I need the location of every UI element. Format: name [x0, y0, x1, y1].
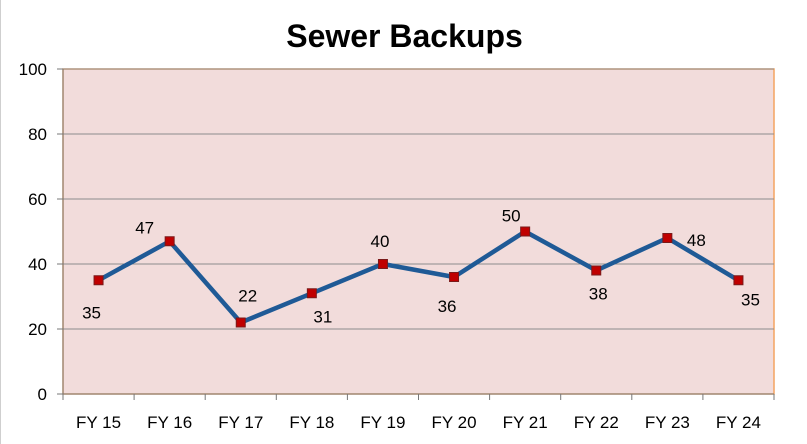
- data-label: 35: [82, 303, 101, 322]
- data-label: 40: [370, 232, 389, 251]
- data-point: [591, 265, 602, 276]
- data-point: [93, 275, 104, 286]
- data-label: 35: [741, 290, 760, 309]
- x-tick-label: FY 17: [218, 413, 263, 432]
- data-point: [449, 272, 460, 282]
- y-tick-label: 100: [19, 60, 47, 79]
- x-tick-label: FY 19: [360, 413, 405, 432]
- data-point: [377, 259, 388, 269]
- data-point: [164, 236, 175, 247]
- y-tick-label: 20: [28, 320, 47, 339]
- data-label: 22: [238, 287, 257, 306]
- x-tick-label: FY 22: [574, 413, 619, 432]
- data-label: 38: [589, 285, 608, 304]
- x-tick-label: FY 15: [76, 413, 121, 432]
- data-label: 48: [687, 231, 706, 250]
- series-line: [97, 229, 740, 325]
- data-label: 50: [502, 207, 521, 226]
- y-tick-label: 60: [28, 190, 47, 209]
- x-tick-label: FY 21: [503, 413, 548, 432]
- x-tick-label: FY 16: [147, 413, 192, 432]
- data-point: [662, 233, 673, 243]
- data-point: [520, 226, 531, 237]
- data-point: [306, 288, 317, 299]
- data-label: 31: [313, 307, 332, 326]
- x-tick-label: FY 18: [289, 413, 334, 432]
- chart-title: Sewer Backups: [286, 18, 523, 54]
- data-label: 36: [438, 297, 457, 316]
- x-tick-label: FY 23: [645, 413, 690, 432]
- plot-area: [62, 68, 775, 395]
- x-tick-label: FY 24: [716, 413, 761, 432]
- data-point: [733, 275, 744, 286]
- y-tick-label: 40: [28, 255, 47, 274]
- x-tick-label: FY 20: [432, 413, 477, 432]
- y-tick-label: 0: [38, 385, 47, 404]
- data-label: 47: [135, 218, 154, 237]
- data-point: [235, 317, 246, 328]
- y-tick-label: 80: [28, 125, 47, 144]
